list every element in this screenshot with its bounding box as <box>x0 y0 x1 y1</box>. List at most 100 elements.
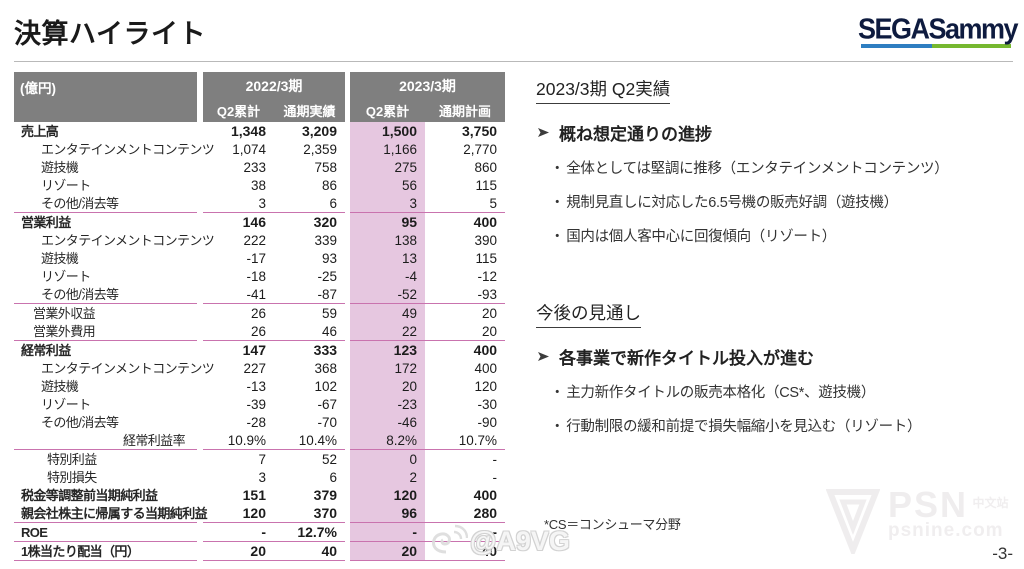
table-row: 営業利益 146 320 95 400 <box>14 212 505 231</box>
cell-value: 56 <box>350 176 426 194</box>
column-gap <box>197 267 203 285</box>
row-label: 1株当たり配当（円） <box>14 541 197 561</box>
cell-value: 147 <box>242 341 266 358</box>
row-label: 営業外費用 <box>14 322 197 341</box>
table-row: 税金等調整前当期純利益 151 379 120 400 <box>14 486 505 504</box>
cell-value: 20 <box>350 377 426 395</box>
table-row: エンタテインメントコンテンツ 1,074 2,359 1,166 2,770 <box>14 140 505 158</box>
cell-value: 339 <box>314 232 338 248</box>
cell-value: 222 <box>243 232 266 248</box>
cell-value: 26 <box>203 322 274 341</box>
logo-bar-blue <box>861 44 932 48</box>
section-key-point: 各事業で新作タイトル投入が進む <box>537 344 1014 369</box>
row-label: 遊技機 <box>41 159 79 175</box>
column-gap <box>197 377 203 395</box>
cell-value: -46 <box>350 413 426 431</box>
col-group-fy2023: 2023/3期 <box>350 72 506 99</box>
column-gap <box>345 140 351 158</box>
cell-value: -23 <box>350 395 426 413</box>
cell-value: -28 <box>246 414 266 430</box>
table-row: 特別損失 3 6 2 - <box>14 468 505 486</box>
right-panel: 2023/3期 Q2実績概ね想定通りの進捗全体としては堅調に推移（エンタテインメ… <box>536 76 1014 449</box>
bullet-item: 国内は個人客中心に回復傾向（リゾート） <box>550 225 1014 246</box>
column-gap <box>345 285 351 304</box>
cell-value: 138 <box>350 231 426 249</box>
sega-sammy-logo: SEGASammy <box>858 15 1019 48</box>
cell-value: 6 <box>274 194 346 213</box>
column-gap <box>197 431 203 450</box>
row-label: 売上高 <box>21 123 59 139</box>
key-point-text: 概ね想定通りの進捗 <box>559 125 712 144</box>
cell-value: -52 <box>350 285 426 304</box>
table-row: 遊技機 -17 93 13 115 <box>14 249 505 267</box>
column-gap <box>197 212 203 231</box>
logo-bar-green <box>931 44 1011 48</box>
cell-value: -90 <box>477 414 498 430</box>
logo-underline-bar <box>861 44 1011 48</box>
row-label: 特別利益 <box>47 451 97 467</box>
cell-value: - <box>492 469 498 485</box>
column-gap <box>197 322 203 341</box>
bullet-list: 全体としては堅調に推移（エンタテインメントコンテンツ） 規制見直しに対応した6.5… <box>536 157 1014 246</box>
cell-value: 12.7% <box>274 522 346 542</box>
table-row: 経常利益 147 333 123 400 <box>14 340 505 359</box>
psn-triangle-icon <box>826 489 880 554</box>
cell-value: 280 <box>425 504 506 523</box>
cell-value: 2 <box>350 468 426 486</box>
row-label: リゾート <box>41 177 91 193</box>
cell-value: 333 <box>313 341 338 358</box>
cell-value: 3 <box>258 469 266 485</box>
column-gap <box>345 541 351 561</box>
row-label: その他/消去等 <box>14 285 197 304</box>
cell-value: 146 <box>242 213 266 230</box>
cell-value: 0 <box>350 449 426 468</box>
column-gap <box>197 231 203 249</box>
table-row: 親会社株主に帰属する当期純利益 120 370 96 280 <box>14 504 506 523</box>
column-gap <box>197 249 203 267</box>
cell-value: 400 <box>473 213 498 230</box>
col-header-q2-2023: Q2累計 <box>350 99 426 122</box>
table-row: その他/消去等 3 6 3 5 <box>14 194 506 213</box>
cell-value: - <box>350 522 426 542</box>
column-gap <box>345 194 351 213</box>
cell-value: 3 <box>350 194 426 213</box>
cell-value: 400 <box>474 360 498 376</box>
cell-value: 400 <box>473 486 498 503</box>
cell-value: 1,166 <box>350 140 426 158</box>
financial-highlights-table: (億円) 2022/3期 2023/3期 Q2累計 通期実績 Q2累計 通期計画… <box>14 72 506 561</box>
column-gap <box>197 122 203 140</box>
cell-value: 3 <box>203 194 274 213</box>
column-gap <box>197 359 203 377</box>
cell-value: -87 <box>274 285 346 304</box>
cell-value: 22 <box>350 322 426 341</box>
column-gap <box>345 413 351 431</box>
table-row: 遊技機 233 758 275 860 <box>14 158 505 176</box>
cell-value: 379 <box>313 486 338 503</box>
row-label: リゾート <box>41 396 91 412</box>
column-gap <box>345 377 351 395</box>
row-label: 税金等調整前当期純利益 <box>21 487 158 503</box>
row-label: 経常利益率 <box>14 431 197 450</box>
col-header-plan-2023: 通期計画 <box>425 99 506 122</box>
cell-value: 49 <box>350 303 426 322</box>
cell-value: -93 <box>425 285 506 304</box>
table-body: 売上高 1,348 3,209 1,500 3,750 エンタテインメントコンテンツ 1,0… <box>14 122 506 561</box>
section-key-point: 概ね想定通りの進捗 <box>537 120 1014 145</box>
panel-section: 今後の見通し各事業で新作タイトル投入が進む主力新作タイトルの販売本格化（CS*、… <box>536 300 1014 436</box>
column-gap <box>197 340 203 359</box>
key-point-text: 各事業で新作タイトル投入が進む <box>559 349 814 368</box>
cell-value: -4 <box>350 267 426 285</box>
cell-value: 2,770 <box>463 141 498 157</box>
cell-value: 8.2% <box>350 431 426 450</box>
row-label: 営業利益 <box>21 214 71 230</box>
table-row: その他/消去等 -28 -70 -46 -90 <box>14 413 505 431</box>
cell-value: 172 <box>350 359 426 377</box>
table-row: 経常利益率 10.9% 10.4% 8.2% 10.7% <box>14 431 506 450</box>
cell-value: 10.4% <box>274 431 346 450</box>
row-label: エンタテインメントコンテンツ <box>41 360 215 376</box>
row-label: その他/消去等 <box>14 194 197 213</box>
table-row: リゾート -39 -67 -23 -30 <box>14 395 505 413</box>
cell-value: 151 <box>242 486 266 503</box>
psn-watermark-text: PSN 中文站 psnine.com <box>888 487 1009 542</box>
cell-value: - <box>425 522 506 542</box>
